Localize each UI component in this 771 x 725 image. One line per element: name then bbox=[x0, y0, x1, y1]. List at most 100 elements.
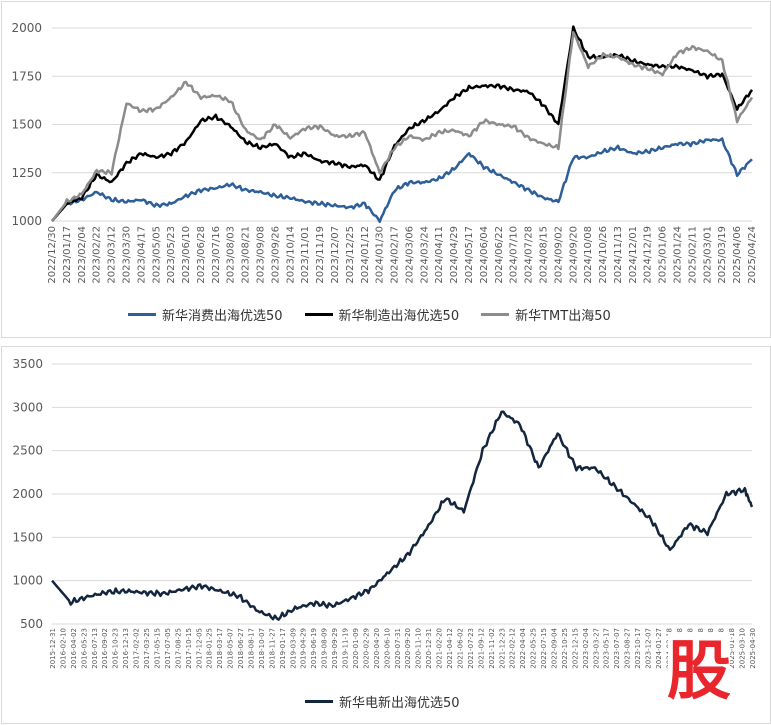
chart-1-x-tick-label: 2023/01/17 bbox=[62, 226, 73, 284]
chart-2-x-tick-label: 2020-04-20 bbox=[373, 628, 381, 669]
chart-1-x-tick-label: 2023/11/19 bbox=[315, 226, 326, 284]
chart-2-x-tick-label: 2020-11-10 bbox=[415, 628, 423, 669]
chart-1-x-tick-label: 2023/02/22 bbox=[92, 226, 103, 284]
chart-2-x-tick-label: 2017-03-25 bbox=[143, 628, 151, 669]
legend-item-new-energy: 新华电新出海优选50 bbox=[305, 692, 460, 711]
chart-1-x-tick-label: 2023/05/05 bbox=[151, 226, 162, 284]
legend-item-manufacturing: 新华制造出海优选50 bbox=[304, 305, 459, 324]
chart-2-x-tick-label: 2020-01-09 bbox=[352, 628, 360, 669]
chart-2-x-tick-label: 2021-04-12 bbox=[446, 628, 454, 669]
chart-1-x-tick-label: 2023/06/28 bbox=[196, 226, 207, 284]
chart-1-x-tick-label: 2023/07/16 bbox=[211, 226, 222, 284]
chart-2-x-tick-label: 2018-01-25 bbox=[206, 628, 214, 669]
chart-1-x-tick-label: 2025/04/24 bbox=[747, 226, 758, 284]
legend-swatch-tmt bbox=[481, 313, 510, 316]
chart-1-x-tick-label: 2024/07/28 bbox=[524, 226, 535, 284]
chart-2-x-tick-label: 2021-12-23 bbox=[498, 628, 506, 669]
chart-1-x-tick-label: 2024/09/02 bbox=[553, 226, 564, 284]
chart-2-x-tick-label: 2018-08-17 bbox=[248, 628, 256, 669]
chart-2-x-tick-label: 2019-01-17 bbox=[279, 628, 287, 669]
chart-2-x-tick-label: 2016-07-13 bbox=[91, 628, 99, 669]
chart-2-x-tick-label: 2023-08-27 bbox=[624, 628, 632, 669]
legend-item-consumer: 新华消费出海优选50 bbox=[128, 305, 283, 324]
chart-1-x-tick-label: 2024/03/06 bbox=[404, 226, 415, 284]
chart-2-legend: 新华电新出海优选50 bbox=[305, 692, 482, 711]
chart-2-x-tick-label: 2016-02-10 bbox=[59, 628, 67, 669]
chart-1-x-tick-label: 2025/01/24 bbox=[673, 226, 684, 284]
chart-2-x-tick-label: 2022-02-12 bbox=[509, 628, 517, 669]
chart-1-x-tick-label: 2025/01/06 bbox=[658, 226, 669, 284]
chart-1-x-tick-label: 2024/12/01 bbox=[628, 226, 639, 284]
chart-2-x-tick-label: 2015-12-31 bbox=[49, 628, 57, 669]
watermark-logo: 股 bbox=[668, 633, 730, 705]
chart-2-y-tick-label: 2500 bbox=[12, 444, 43, 458]
chart-1-x-tick-label: 2024/11/13 bbox=[613, 226, 624, 284]
chart-2-x-tick-label: 2016-04-02 bbox=[70, 628, 78, 669]
chart-2-x-tick-label: 2022-05-25 bbox=[530, 628, 538, 669]
chart-1-x-tick-label: 2023/09/08 bbox=[256, 226, 267, 284]
chart-1-x-tick-label: 2024/06/22 bbox=[494, 226, 505, 284]
chart-2-x-tick-label: 2022-04-04 bbox=[519, 627, 527, 668]
chart-1-x-tick-label: 2023/03/30 bbox=[121, 226, 132, 284]
chart-2-x-tick-label: 2023-07-07 bbox=[613, 628, 621, 669]
chart-panel-top bbox=[1, 1, 771, 338]
chart-2-x-tick-label: 2025-03-10 bbox=[739, 628, 747, 669]
chart-2-y-tick-label: 2000 bbox=[12, 487, 43, 501]
chart-1-x-tick-label: 2023/06/10 bbox=[181, 226, 192, 284]
chart-1-x-tick-label: 2023/08/03 bbox=[226, 226, 237, 284]
chart-1-x-tick-label: 2024/01/12 bbox=[360, 226, 371, 284]
chart-2-x-tick-label: 2020-07-31 bbox=[394, 628, 402, 669]
chart-1-x-tick-label: 2023/09/26 bbox=[270, 226, 281, 284]
chart-1-y-tick-label: 1250 bbox=[11, 166, 42, 180]
chart-2-x-tick-label: 2018-11-27 bbox=[268, 628, 276, 669]
chart-2-series-line-1 bbox=[51, 410, 754, 621]
chart-2-x-tick-label: 2025-01-18 bbox=[728, 628, 736, 669]
chart-1-x-tick-label: 2023/05/23 bbox=[166, 226, 177, 284]
chart-1-series-line-3 bbox=[51, 30, 754, 222]
chart-1-x-tick-label: 2025/02/11 bbox=[687, 226, 698, 284]
chart-1-x-tick-label: 2023/08/21 bbox=[241, 226, 252, 284]
chart-2-y-tick-label: 500 bbox=[20, 617, 43, 631]
chart-2-x-tick-label: 2021-06-02 bbox=[456, 628, 464, 669]
chart-2-x-tick-label: 2016-09-02 bbox=[101, 628, 109, 669]
chart-2-x-tick-label: 2023-03-27 bbox=[592, 628, 600, 669]
chart-2-x-tick-label: 2023-12-07 bbox=[645, 628, 653, 669]
chart-2-x-tick-label: 2025-04-30 bbox=[749, 628, 757, 669]
chart-1-x-tick-label: 2024/04/11 bbox=[434, 226, 445, 284]
chart-2-x-tick-label: 2018-10-07 bbox=[258, 628, 266, 669]
chart-2-x-tick-label: 2018-05-07 bbox=[227, 628, 235, 669]
chart-2-x-tick-label: 2021-11-02 bbox=[488, 628, 496, 669]
chart-1-y-tick-label: 1000 bbox=[11, 214, 42, 228]
legend-label-new-energy: 新华电新出海优选50 bbox=[339, 696, 460, 711]
chart-1-series-line-2 bbox=[51, 25, 754, 222]
chart-1-y-tick-label: 1750 bbox=[11, 69, 42, 83]
chart-2-x-tick-label: 2022-09-04 bbox=[550, 627, 558, 668]
chart-1-x-tick-label: 2024/03/24 bbox=[419, 226, 430, 284]
watermark-text: 股 bbox=[668, 635, 730, 705]
chart-panel-bottom bbox=[1, 346, 771, 724]
chart-1-x-tick-label: 2023/12/25 bbox=[345, 226, 356, 284]
chart-2-x-tick-label: 2022-12-15 bbox=[571, 628, 579, 669]
chart-1-x-tick-label: 2024/08/15 bbox=[538, 226, 549, 284]
chart-1-legend: 新华消费出海优选50 新华制造出海优选50 新华TMT出海50 bbox=[128, 305, 633, 324]
legend-item-tmt: 新华TMT出海50 bbox=[481, 305, 611, 324]
chart-2-x-tick-label: 2023-05-17 bbox=[603, 628, 611, 669]
chart-1-x-tick-label: 2024/01/30 bbox=[375, 226, 386, 284]
chart-2-x-tick-label: 2019-06-19 bbox=[310, 628, 318, 669]
chart-2-y-tick-label: 1000 bbox=[12, 574, 43, 588]
chart-2-x-tick-label: 2017-07-05 bbox=[164, 628, 172, 669]
chart-2-x-tick-label: 2019-08-09 bbox=[321, 628, 329, 669]
chart-1-x-tick-label: 2024/06/04 bbox=[479, 226, 490, 284]
legend-label-tmt: 新华TMT出海50 bbox=[515, 309, 611, 324]
chart-2-x-tick-label: 2023-10-17 bbox=[634, 628, 642, 669]
chart-2-x-tick-label: 2016-10-23 bbox=[112, 628, 120, 669]
chart-2-x-tick-label: 2019-03-09 bbox=[289, 628, 297, 669]
legend-label-consumer: 新华消费出海优选50 bbox=[162, 309, 283, 324]
chart-2-x-tick-label: 2019-09-29 bbox=[331, 628, 339, 669]
chart-1-x-tick-label: 2024/04/29 bbox=[449, 226, 460, 284]
chart-2-x-tick-label: 2017-10-15 bbox=[185, 628, 193, 669]
chart-2-x-tick-label: 2017-02-02 bbox=[133, 628, 141, 669]
chart-1-y-tick-label: 2000 bbox=[11, 21, 42, 35]
chart-1-x-tick-label: 2025/04/06 bbox=[732, 226, 743, 284]
